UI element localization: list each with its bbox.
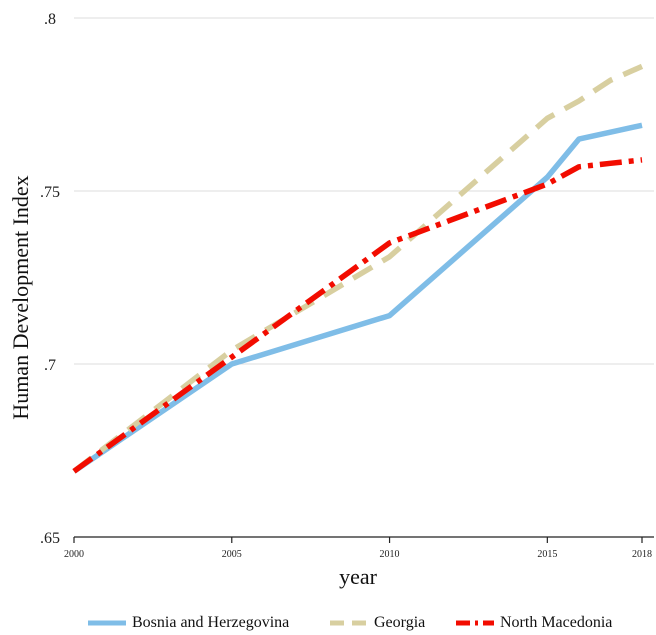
x-tick-label: 2018 [632, 549, 652, 560]
x-axis-title: year [339, 564, 378, 589]
line-chart: .65 .7 .75 .8 2000 2005 2010 2015 2018 year Human … [8, 11, 654, 589]
legend-item-north-macedonia: North Macedonia [456, 612, 612, 634]
series-line-georgia [72, 63, 644, 474]
legend-item-georgia: Georgia [330, 612, 425, 634]
legend-item-bosnia: Bosnia and Herzegovina [88, 612, 289, 634]
y-tick-label: .7 [44, 357, 56, 374]
x-tick-label: 2010 [380, 549, 400, 560]
y-axis-title: Human Development Index [8, 175, 33, 419]
legend-swatch-north-macedonia [456, 620, 494, 626]
y-tick-label: .8 [44, 11, 56, 28]
y-tick-label: .75 [40, 184, 60, 201]
legend-swatch-georgia [330, 620, 368, 626]
legend: Bosnia and Herzegovina Georgia North Mac… [0, 612, 656, 634]
legend-swatch-bosnia [88, 620, 126, 626]
legend-label-georgia: Georgia [374, 614, 426, 631]
y-tick-label: .65 [40, 530, 60, 547]
series-line-north-macedonia [72, 157, 643, 474]
series-line-bosnia-and-herzegovina [72, 122, 643, 474]
legend-label-north-macedonia: North Macedonia [500, 614, 613, 631]
x-tick-label: 2000 [64, 549, 84, 560]
legend-label-bosnia: Bosnia and Herzegovina [132, 614, 290, 631]
x-tick-label: 2005 [222, 549, 242, 560]
x-tick-label: 2015 [537, 549, 557, 560]
